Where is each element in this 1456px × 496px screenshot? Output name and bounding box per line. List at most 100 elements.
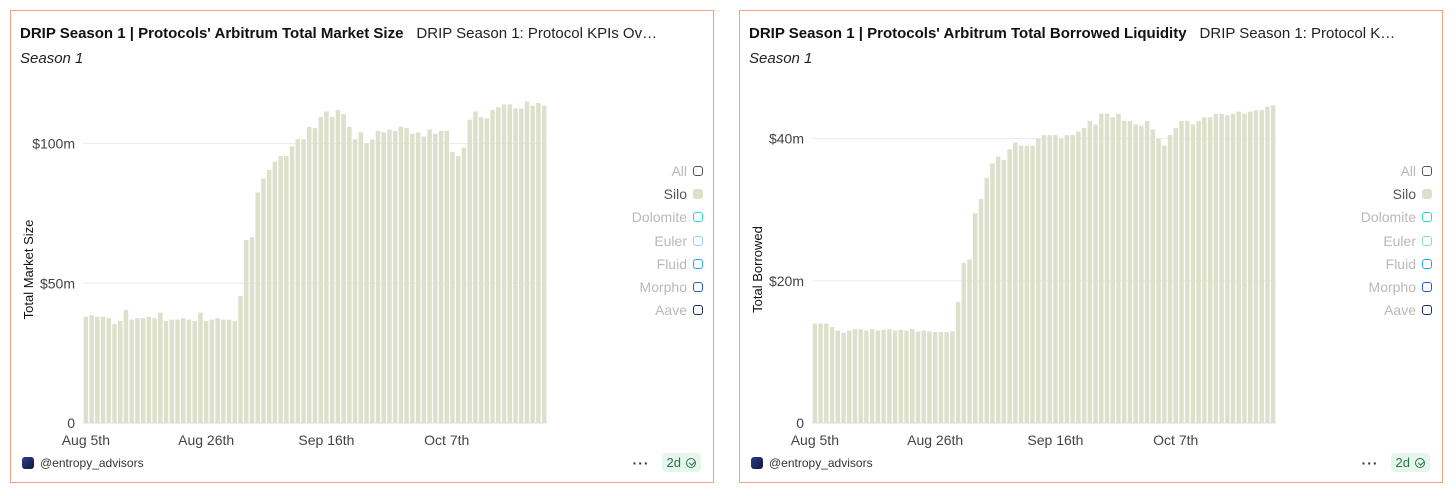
bar[interactable] bbox=[478, 116, 484, 423]
more-options-icon[interactable]: ··· bbox=[632, 454, 650, 471]
bar[interactable] bbox=[352, 139, 358, 424]
bar[interactable] bbox=[341, 114, 346, 424]
bar[interactable] bbox=[490, 109, 495, 423]
bar[interactable] bbox=[444, 130, 449, 423]
bar[interactable] bbox=[978, 199, 984, 423]
bar[interactable] bbox=[995, 156, 1001, 423]
bar[interactable] bbox=[307, 126, 312, 423]
bar[interactable] bbox=[181, 318, 186, 423]
bar[interactable] bbox=[927, 331, 932, 423]
bar[interactable] bbox=[473, 111, 478, 423]
refresh-badge[interactable]: 2d bbox=[661, 453, 701, 472]
bar[interactable] bbox=[1139, 125, 1144, 424]
bar[interactable] bbox=[1144, 120, 1150, 423]
bar[interactable] bbox=[513, 108, 518, 424]
bar[interactable] bbox=[467, 119, 472, 423]
legend-item-euler[interactable]: Euler bbox=[1292, 229, 1432, 252]
bar[interactable] bbox=[272, 161, 278, 423]
bar[interactable] bbox=[932, 332, 938, 423]
bar[interactable] bbox=[375, 130, 381, 423]
bar[interactable] bbox=[1219, 113, 1224, 424]
bar[interactable] bbox=[887, 329, 892, 423]
bar[interactable] bbox=[990, 163, 995, 424]
bar[interactable] bbox=[387, 129, 392, 423]
legend-item-dolomite[interactable]: Dolomite bbox=[1292, 206, 1432, 229]
bar[interactable] bbox=[915, 331, 921, 423]
author[interactable]: @entropy_advisors bbox=[751, 456, 873, 470]
bar[interactable] bbox=[1081, 127, 1087, 423]
bar[interactable] bbox=[938, 332, 944, 423]
bar[interactable] bbox=[852, 329, 858, 423]
bar[interactable] bbox=[215, 318, 220, 423]
bar[interactable] bbox=[146, 316, 152, 423]
bar[interactable] bbox=[1213, 113, 1219, 424]
bar[interactable] bbox=[496, 107, 501, 423]
bar[interactable] bbox=[381, 132, 386, 423]
legend-item-euler[interactable]: Euler bbox=[563, 229, 703, 252]
bar[interactable] bbox=[358, 132, 364, 423]
bar[interactable] bbox=[1030, 145, 1035, 423]
bar[interactable] bbox=[484, 118, 490, 423]
bar[interactable] bbox=[536, 102, 541, 423]
bar[interactable] bbox=[295, 139, 301, 424]
bar[interactable] bbox=[244, 239, 249, 423]
bar[interactable] bbox=[129, 319, 134, 423]
bar[interactable] bbox=[198, 312, 203, 423]
bar[interactable] bbox=[961, 263, 967, 423]
legend-item-aave[interactable]: Aave bbox=[1292, 299, 1432, 322]
legend-item-morpho[interactable]: Morpho bbox=[563, 275, 703, 298]
bar[interactable] bbox=[140, 318, 146, 423]
bar[interactable] bbox=[955, 302, 961, 423]
bar[interactable] bbox=[824, 323, 829, 423]
legend-item-morpho[interactable]: Morpho bbox=[1292, 275, 1432, 298]
more-options-icon[interactable]: ··· bbox=[1361, 454, 1379, 471]
bar[interactable] bbox=[83, 316, 89, 423]
author[interactable]: @entropy_advisors bbox=[22, 456, 144, 470]
bar[interactable] bbox=[278, 156, 283, 424]
bar[interactable] bbox=[835, 330, 841, 423]
bar[interactable] bbox=[410, 133, 415, 423]
bar[interactable] bbox=[152, 318, 157, 423]
bar[interactable] bbox=[892, 330, 898, 423]
bar[interactable] bbox=[347, 126, 352, 423]
bar[interactable] bbox=[1013, 142, 1018, 423]
bar[interactable] bbox=[209, 319, 215, 423]
bar[interactable] bbox=[904, 330, 909, 423]
bar[interactable] bbox=[541, 105, 547, 424]
bar[interactable] bbox=[864, 330, 869, 423]
bar[interactable] bbox=[135, 318, 140, 423]
bar[interactable] bbox=[921, 330, 926, 423]
bar[interactable] bbox=[266, 170, 272, 423]
bar[interactable] bbox=[1110, 117, 1115, 424]
bar[interactable] bbox=[1053, 135, 1058, 423]
bar[interactable] bbox=[829, 327, 835, 423]
bar[interactable] bbox=[1242, 113, 1247, 424]
bar[interactable] bbox=[1179, 120, 1184, 423]
bar[interactable] bbox=[158, 312, 163, 423]
bar[interactable] bbox=[1173, 127, 1178, 423]
bar[interactable] bbox=[881, 329, 886, 423]
bar[interactable] bbox=[1259, 110, 1264, 423]
bar[interactable] bbox=[967, 259, 972, 424]
bar[interactable] bbox=[450, 151, 455, 423]
bar[interactable] bbox=[392, 130, 398, 423]
bar[interactable] bbox=[1265, 106, 1270, 424]
bar[interactable] bbox=[1047, 135, 1052, 423]
bar[interactable] bbox=[858, 329, 863, 423]
bar[interactable] bbox=[1133, 124, 1138, 423]
bar[interactable] bbox=[875, 330, 881, 423]
bar[interactable] bbox=[524, 101, 530, 423]
legend-item-fluid[interactable]: Fluid bbox=[1292, 252, 1432, 275]
bar[interactable] bbox=[1236, 111, 1241, 423]
bar[interactable] bbox=[421, 136, 427, 423]
bar[interactable] bbox=[1253, 110, 1259, 423]
chart-title[interactable]: DRIP Season 1 | Protocols' Arbitrum Tota… bbox=[20, 25, 404, 42]
bar[interactable] bbox=[95, 316, 100, 423]
bar[interactable] bbox=[530, 105, 535, 424]
bar[interactable] bbox=[1007, 149, 1012, 423]
bar[interactable] bbox=[1270, 105, 1276, 423]
bar[interactable] bbox=[847, 330, 852, 423]
bar[interactable] bbox=[312, 128, 318, 423]
bar[interactable] bbox=[1018, 145, 1024, 423]
chart-title[interactable]: DRIP Season 1 | Protocols' Arbitrum Tota… bbox=[749, 25, 1187, 42]
